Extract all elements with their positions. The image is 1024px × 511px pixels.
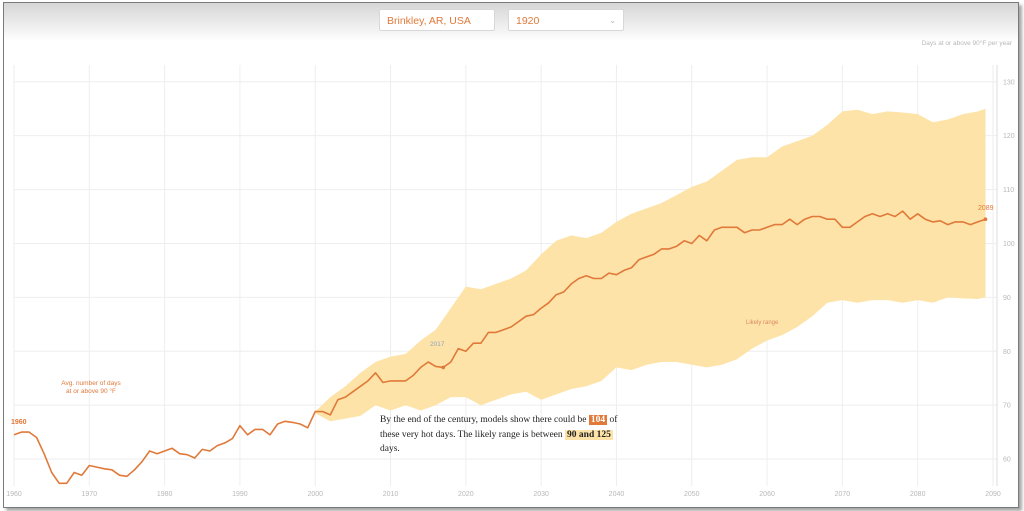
- x-tick-label: 2060: [759, 491, 775, 498]
- end-year-label: 2089: [978, 205, 994, 212]
- y-axis-label: Days at or above 90°F per year: [922, 39, 1013, 47]
- year-select[interactable]: 1920 ⌄: [508, 9, 624, 31]
- start-year-label: 1960: [11, 419, 27, 426]
- x-tick-label: 2080: [910, 491, 926, 498]
- chevron-down-icon: ⌄: [609, 16, 616, 25]
- mid-year-label: 2017: [430, 341, 445, 348]
- likely-range-band: [315, 108, 986, 422]
- x-tick-label: 2030: [533, 491, 549, 498]
- year-value: 1920: [516, 15, 540, 27]
- summary-middle: of these very hot days. The likely range…: [380, 415, 618, 440]
- x-tick-label: 2020: [458, 491, 474, 498]
- x-tick-label: 2000: [307, 491, 323, 498]
- x-tick-label: 1980: [157, 491, 173, 498]
- controls-bar: Brinkley, AR, USA 1920 ⌄: [4, 3, 1018, 41]
- y-tick-label: 60: [1003, 457, 1011, 464]
- location-value: Brinkley, AR, USA: [387, 15, 471, 27]
- x-tick-label: 1990: [232, 491, 248, 498]
- y-tick-label: 70: [1003, 403, 1011, 410]
- heat-days-chart: 1960 1970 1980 1990 2000 2010 2020 2030 2040 2050…: [6, 39, 1015, 498]
- y-tick-label: 110: [1003, 187, 1014, 194]
- location-input[interactable]: Brinkley, AR, USA: [379, 9, 495, 31]
- summary-annotation: By the end of the century, models show t…: [380, 413, 630, 457]
- x-tick-label: 2050: [684, 491, 700, 498]
- y-tick-label: 90: [1003, 295, 1011, 302]
- summary-range: 90 and 125: [565, 429, 613, 440]
- average-line: [13, 210, 986, 485]
- x-tick-label: 2010: [383, 491, 399, 498]
- band-label: Likely range: [746, 320, 779, 326]
- marker-2017: [441, 365, 446, 370]
- y-tick-label: 130: [1003, 79, 1015, 86]
- marker-2089: [983, 217, 988, 222]
- summary-before: By the end of the century, models show t…: [380, 415, 587, 425]
- y-tick-label: 120: [1003, 133, 1015, 140]
- x-tick-label: 2090: [985, 491, 1001, 498]
- summary-after: days.: [380, 444, 400, 454]
- x-tick-label: 2040: [609, 491, 625, 498]
- chart-frame: Brinkley, AR, USA 1920 ⌄ 1960 1970 1980 199…: [3, 2, 1019, 508]
- x-tick-label: 1970: [82, 491, 98, 498]
- y-tick-label: 100: [1003, 241, 1015, 248]
- x-tick-label: 1960: [6, 491, 22, 498]
- series-label: Avg. number of days at or above 90 °F: [61, 380, 121, 395]
- y-tick-label: 80: [1003, 349, 1011, 356]
- summary-value: 104: [588, 415, 608, 425]
- x-tick-label: 2070: [835, 491, 851, 498]
